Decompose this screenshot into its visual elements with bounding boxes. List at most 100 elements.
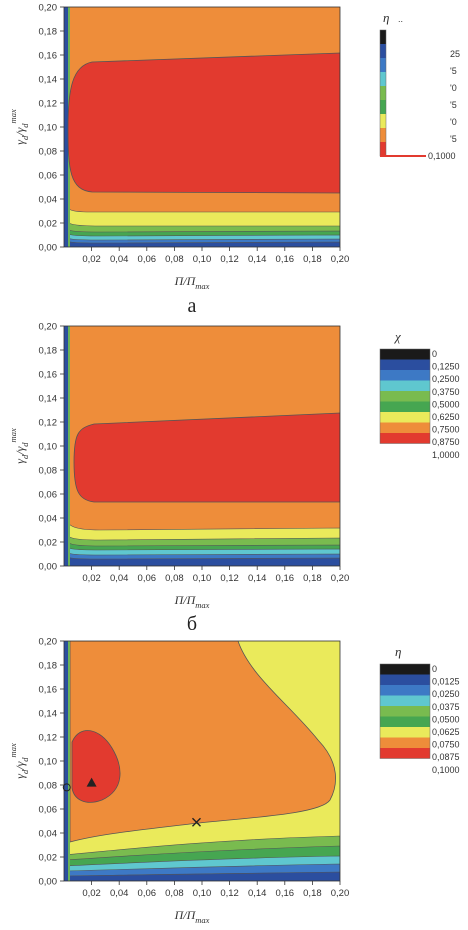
y-tick-label: 0,20 [39,322,58,333]
legend-swatch [380,349,430,360]
y-axis-label: γd/γdmax [8,743,30,779]
legend-label: 0,0250 [432,689,460,699]
x-tick-label: 0,12 [220,888,239,899]
legend-label: 0,3750 [432,387,460,397]
legend-swatch [380,359,430,370]
y-tick-label: 0,14 [39,75,58,86]
x-tick-label: 0,06 [138,254,157,265]
y-tick-label: 0,10 [39,123,58,134]
legend-swatch [380,685,430,696]
y-tick-label: 0,06 [39,805,58,816]
panel-c [63,640,341,882]
legend-swatch [380,72,386,86]
panel-label: б [187,613,197,635]
y-tick-label: 0,02 [39,538,58,549]
legend-swatch [380,706,430,717]
y-tick-label: 0,14 [39,709,58,720]
legend-label: 0,0625 [432,727,460,737]
y-tick-label: 0,20 [39,637,58,648]
x-tick-label: 0,10 [193,573,212,584]
y-tick-label: 0,08 [39,466,58,477]
legend-label: 0,0875 [432,752,460,762]
legend-swatch [380,727,430,738]
legend-swatch [380,380,430,391]
marker-x [191,817,201,827]
x-tick-label: 0,02 [82,573,101,584]
x-tick-label: 0,12 [220,254,239,265]
y-tick-label: 0,18 [39,661,58,672]
legend-swatch [380,695,430,706]
legend-label: 0 [432,349,437,359]
legend-swatch [380,391,430,402]
legend-label: 0,2500 [432,374,460,384]
legend-swatch [380,370,430,381]
panel-a [63,6,341,248]
x-axis-label: П/Пmax [174,593,210,610]
y-tick-label: 0,14 [39,394,58,405]
legend-label: 0,5000 [432,399,460,409]
y-tick-label: 0,00 [39,562,58,573]
legend-frame [379,663,431,759]
x-tick-label: 0,20 [331,573,350,584]
y-tick-label: 0,04 [39,829,58,840]
x-tick-label: 0,08 [165,573,184,584]
x-tick-label: 0,08 [165,254,184,265]
legend-label: 0,0500 [432,714,460,724]
y-tick-label: 0,16 [39,370,58,381]
legend-swatch [380,674,430,685]
legend-swatch [380,100,386,114]
x-tick-label: 0,06 [138,888,157,899]
legend-frame [379,348,431,444]
x-tick-label: 0,02 [82,888,101,899]
x-tick-label: 0,08 [165,888,184,899]
y-tick-label: 0,02 [39,219,58,230]
x-tick-label: 0,04 [110,573,129,584]
legend-label: '5 [450,66,457,76]
legend-label: '0 [450,117,457,127]
legend-swatch [380,422,430,433]
legend-label: '5 [450,100,457,110]
legend-label: 0 [432,664,437,674]
y-tick-label: 0,16 [39,51,58,62]
y-tick-label: 0,12 [39,99,58,110]
legend-label: 1,0000 [432,450,460,460]
x-tick-label: 0,18 [303,573,322,584]
legend-label: '0 [450,83,457,93]
x-tick-label: 0,16 [276,888,295,899]
y-tick-label: 0,10 [39,757,58,768]
y-tick-label: 0,16 [39,685,58,696]
x-tick-label: 0,20 [331,888,350,899]
legend-swatch [380,30,386,44]
x-tick-label: 0,14 [248,888,267,899]
y-tick-label: 0,00 [39,243,58,254]
x-tick-label: 0,04 [110,888,129,899]
legend-swatch [380,128,386,142]
x-tick-label: 0,10 [193,254,212,265]
x-tick-label: 0,06 [138,573,157,584]
legend-label: 0,8750 [432,437,460,447]
legend-label: 0,1250 [432,362,460,372]
y-tick-label: 0,04 [39,195,58,206]
y-tick-label: 0,06 [39,490,58,501]
x-tick-label: 0,16 [276,573,295,584]
x-tick-label: 0,18 [303,888,322,899]
y-tick-label: 0,20 [39,3,58,14]
contour-field-b [64,326,340,566]
chart-marks: 0,00 0,02 0,04 0,06 0,08 0,10 0,12 0,14 0,16 0,18… [8,3,460,926]
panel-label: а [188,295,197,317]
legend-title: η [383,10,389,25]
y-axis-label: γd/γdmax [8,428,30,464]
legend-label: 0,6250 [432,412,460,422]
legend-swatch [380,664,430,675]
legend-swatch [380,433,430,444]
y-tick-label: 0,06 [39,171,58,182]
legend-swatch [380,412,430,423]
legend-title: χ [393,329,401,344]
x-axis-label: П/Пmax [174,274,210,291]
panel-b [63,325,341,567]
marker-triangle [86,777,97,787]
legend-swatch [380,716,430,727]
legend-swatch [380,737,430,748]
legend-label: 0,0125 [432,677,460,687]
